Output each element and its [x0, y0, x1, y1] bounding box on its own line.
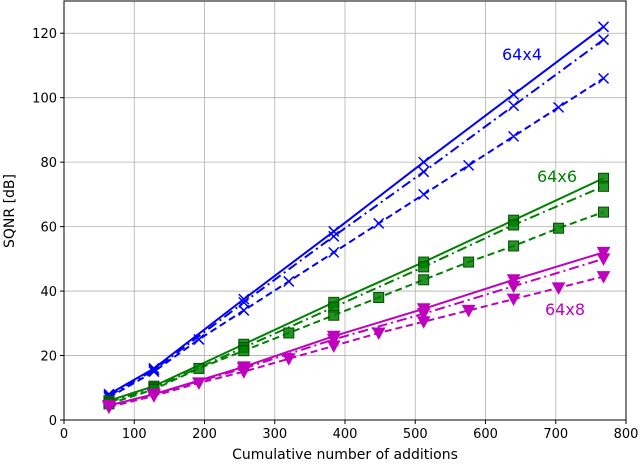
marker [238, 345, 250, 357]
y-tick-label: 100 [32, 92, 57, 107]
marker [597, 34, 610, 46]
marker [193, 362, 205, 374]
marker [596, 253, 611, 266]
marker [416, 308, 431, 321]
line [108, 251, 604, 407]
marker [373, 217, 385, 229]
x-tick-label: 0 [60, 427, 68, 442]
x-tick-label: 500 [403, 427, 428, 442]
marker [238, 296, 250, 308]
marker [147, 390, 161, 403]
marker [418, 166, 430, 178]
x-tick-label: 800 [614, 427, 639, 442]
y-axis-label: SQNR [dB] [2, 174, 18, 248]
marker [328, 230, 340, 242]
line [108, 77, 605, 399]
marker [328, 225, 340, 237]
marker [508, 100, 520, 112]
marker [508, 219, 520, 231]
marker [418, 188, 430, 200]
marker [193, 333, 205, 345]
x-tick-label: 300 [262, 427, 287, 442]
marker [598, 180, 610, 192]
marker [238, 304, 250, 316]
marker [598, 206, 610, 218]
marker [102, 401, 116, 415]
marker [418, 156, 430, 168]
marker [328, 246, 340, 258]
marker [463, 159, 475, 171]
line [108, 211, 604, 405]
y-tick-label: 60 [40, 221, 57, 236]
y-tick-label: 0 [49, 414, 57, 429]
marker [283, 275, 295, 287]
marker [508, 130, 520, 142]
marker [553, 101, 565, 113]
marker [508, 88, 520, 100]
annotation: 64x6 [537, 167, 577, 186]
marker [506, 280, 521, 294]
marker [553, 222, 565, 234]
x-tick-label: 600 [473, 427, 498, 442]
y-tick-label: 20 [40, 350, 57, 365]
line [108, 275, 604, 409]
line [108, 257, 604, 407]
x-tick-label: 700 [543, 427, 568, 442]
marker [506, 293, 521, 307]
marker [597, 72, 610, 84]
marker [508, 240, 520, 252]
marker [328, 309, 340, 321]
annotation: 64x4 [502, 45, 542, 64]
marker [236, 366, 251, 379]
marker [326, 333, 341, 347]
marker [283, 327, 295, 339]
marker [506, 274, 521, 287]
marker [551, 282, 566, 295]
marker [418, 261, 430, 273]
marker [461, 304, 476, 318]
marker [192, 377, 206, 390]
marker [597, 21, 610, 33]
annotation: 64x8 [545, 300, 585, 319]
marker [148, 366, 160, 378]
marker [281, 353, 296, 366]
plot-frame [63, 0, 627, 421]
marker [326, 340, 341, 353]
x-tick-label: 400 [333, 427, 358, 442]
marker [416, 316, 431, 329]
line [108, 38, 605, 397]
marker [463, 256, 475, 268]
marker [371, 327, 386, 341]
x-axis-label: Cumulative number of additions [232, 447, 458, 463]
marker [596, 271, 611, 284]
marker [238, 293, 250, 305]
x-tick-label: 100 [122, 427, 147, 442]
marker [418, 274, 430, 286]
x-tick-label: 200 [192, 427, 217, 442]
y-tick-label: 80 [40, 156, 57, 171]
marker [373, 292, 385, 304]
marker [596, 246, 611, 260]
y-tick-label: 120 [32, 27, 57, 42]
y-tick-label: 40 [40, 285, 57, 300]
line [108, 177, 604, 402]
